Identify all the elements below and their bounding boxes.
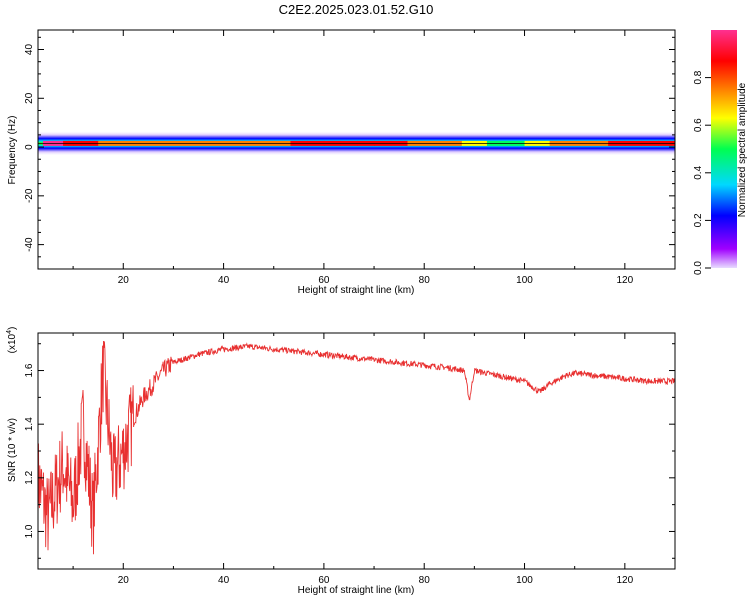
x-tick-label: 60	[318, 275, 330, 286]
snr-ylabel: SNR (10 * v/v)	[7, 418, 18, 482]
spectrogram-xlabel: Height of straight line (km)	[298, 285, 415, 296]
x-tick-label: 100	[516, 575, 533, 586]
spectrogram-frame	[37, 29, 676, 270]
x-tick-label: 60	[318, 575, 330, 586]
snr-frame	[37, 332, 676, 570]
snr-panel: 20 40 60 80 100 120 1.0 1.2 1.4 1.6 Height of str…	[6, 327, 676, 596]
spectrogram-content	[38, 131, 675, 156]
colorbar-tick-label: 0.6	[693, 118, 704, 132]
figure-title: C2E2.2025.023.01.52.G10	[279, 2, 434, 17]
x-tick-label: 100	[516, 275, 533, 286]
y-tick-label: 1.0	[24, 524, 35, 538]
snr-multiplier-exp: 4	[6, 330, 13, 334]
x-tick-label: 120	[616, 575, 633, 586]
snr-multiplier-close: )	[7, 327, 18, 330]
snr-axes: 20 40 60 80 100 120 1.0 1.2 1.4 1.6	[24, 333, 676, 586]
snr-line	[38, 340, 675, 555]
svg-text:(x104): (x104)	[6, 327, 18, 354]
snr-multiplier-base: (x10	[7, 333, 18, 353]
y-tick-label: 1.2	[24, 470, 35, 484]
colorbar-axes: 0.0 0.2 0.4 0.6 0.8	[693, 70, 711, 275]
colorbar-tick-label: 0.0	[693, 261, 704, 275]
y-tick-label: 1.4	[24, 417, 35, 431]
x-tick-label: 40	[218, 575, 230, 586]
snr-xlabel: Height of straight line (km)	[298, 585, 415, 596]
y-tick-label: 40	[24, 44, 35, 56]
spectrogram-panel: 20 40 60 80 100 120 -40 -20 0 20 40 Height of stra…	[7, 29, 676, 296]
spectrogram-ylabel: Frequency (Hz)	[7, 116, 18, 185]
colorbar-label: Normalized spectral amplitude	[737, 82, 748, 217]
x-tick-label: 80	[419, 275, 431, 286]
y-tick-label: -40	[24, 237, 35, 252]
snr-multiplier: (x104)	[6, 327, 18, 354]
colorbar-bar	[711, 30, 737, 268]
spectrogram-axes: 20 40 60 80 100 120 -40 -20 0 20 40	[24, 30, 676, 286]
colorbar: 0.0 0.2 0.4 0.6 0.8 Normalized spectral ampl…	[693, 30, 748, 275]
y-tick-label: -20	[24, 188, 35, 203]
y-tick-label: 1.6	[24, 363, 35, 377]
x-tick-label: 120	[616, 275, 633, 286]
colorbar-tick-label: 0.8	[693, 70, 704, 84]
x-tick-label: 80	[419, 575, 431, 586]
x-tick-label: 20	[118, 275, 130, 286]
y-tick-label: 20	[24, 92, 35, 104]
colorbar-tick-label: 0.4	[693, 165, 704, 179]
colorbar-tick-label: 0.2	[693, 213, 704, 227]
y-tick-label: 0	[24, 144, 35, 150]
x-tick-label: 40	[218, 275, 230, 286]
snr-content	[38, 340, 675, 555]
x-tick-label: 20	[118, 575, 130, 586]
